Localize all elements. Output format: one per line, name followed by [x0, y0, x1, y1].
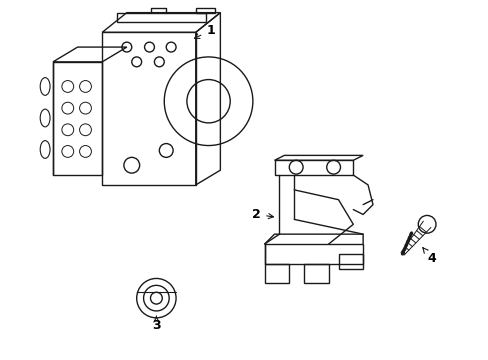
Text: 4: 4 — [422, 248, 436, 265]
Text: 1: 1 — [194, 24, 214, 39]
Text: 2: 2 — [252, 208, 273, 221]
Text: 3: 3 — [152, 316, 161, 332]
